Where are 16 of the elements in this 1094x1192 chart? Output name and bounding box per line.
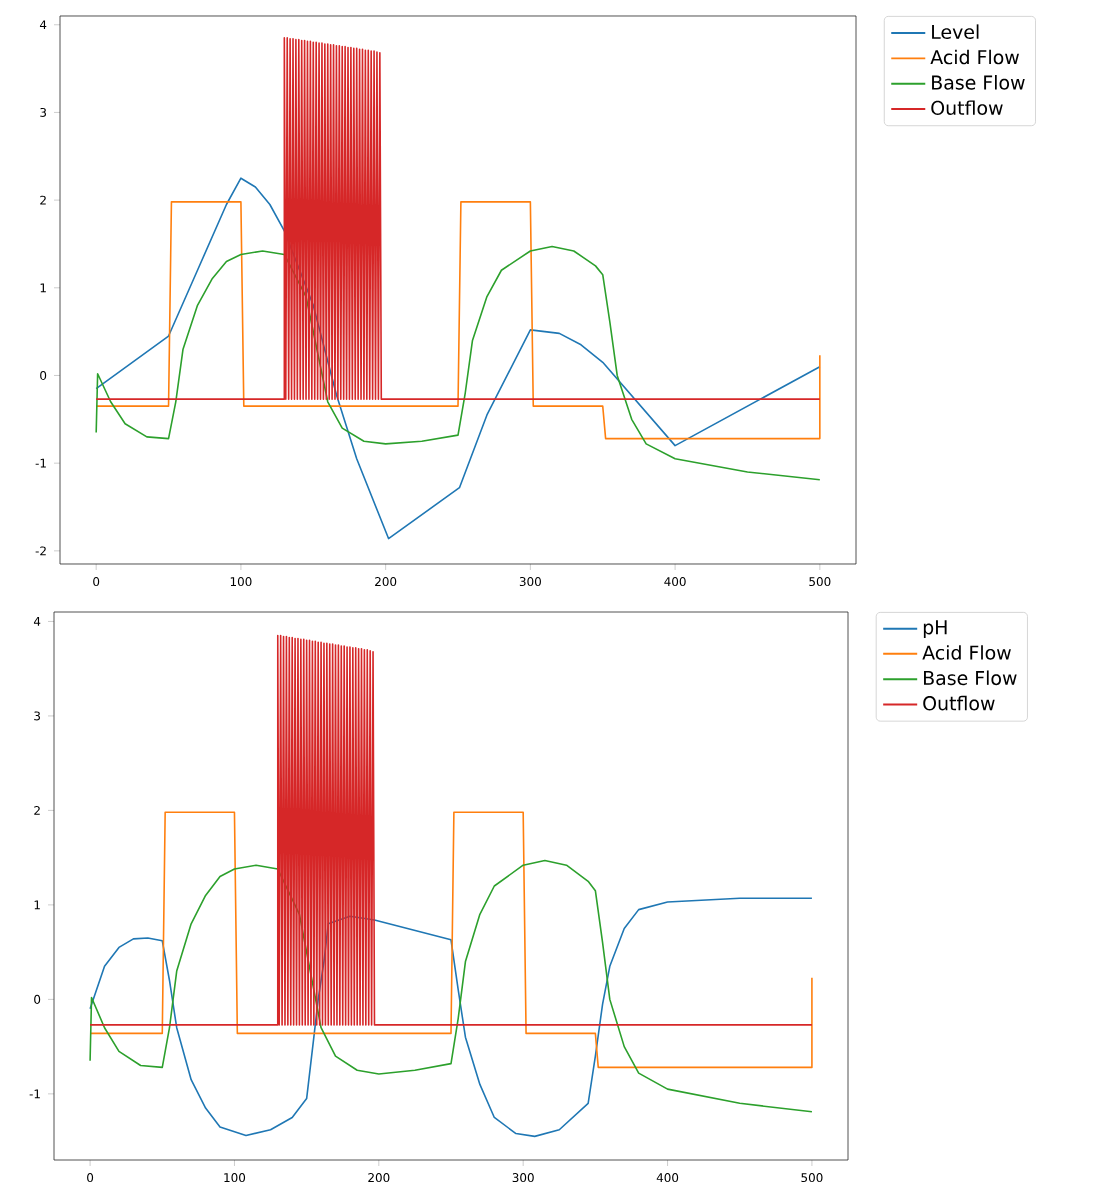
legend-label: Base Flow <box>932 75 1025 90</box>
legend-label: Acid Flow <box>922 645 1011 660</box>
legend-label: Outflow <box>931 100 1003 116</box>
line-series <box>95 177 821 540</box>
legend-label: pH <box>923 620 947 639</box>
legend-label: Outflow <box>923 695 995 711</box>
line-series <box>89 634 813 1026</box>
line-series <box>89 859 813 1113</box>
legend-label: Acid Flow <box>930 49 1019 65</box>
line-series <box>95 245 821 481</box>
line-series <box>95 37 821 400</box>
legend-label: Base Flow <box>924 670 1017 686</box>
line-series <box>95 201 821 440</box>
line-series <box>89 897 813 1138</box>
legend-label: Level <box>932 24 979 40</box>
line-series <box>89 811 813 1069</box>
